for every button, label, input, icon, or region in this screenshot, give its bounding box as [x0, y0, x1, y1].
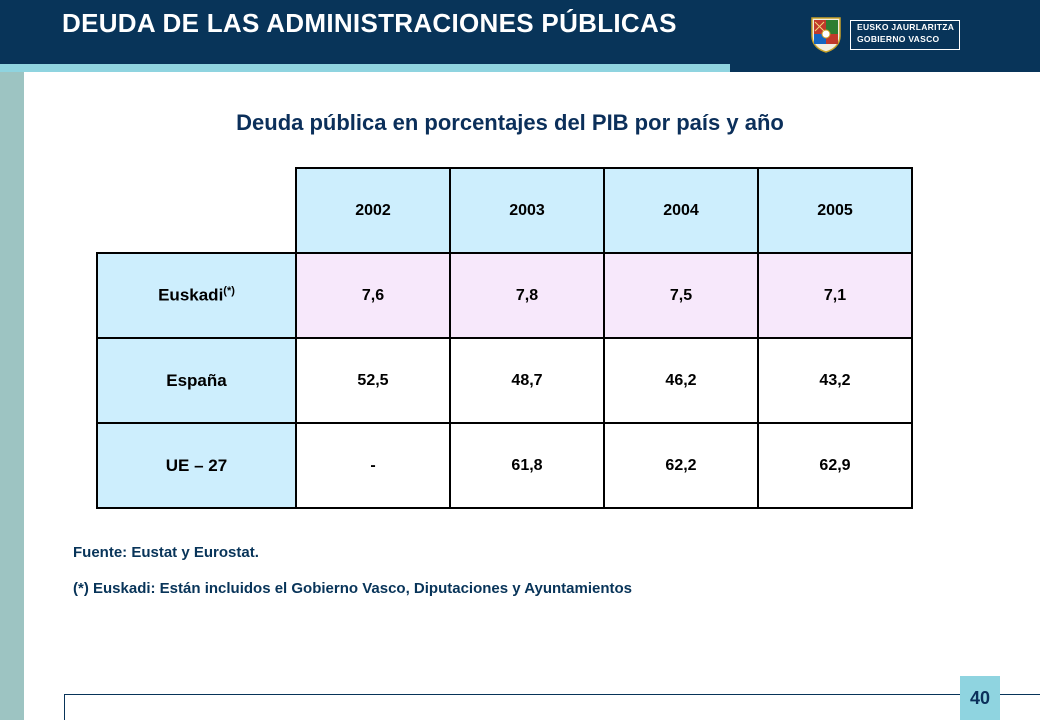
header-accent-stripe — [0, 64, 730, 72]
table-cell: - — [295, 422, 451, 509]
table-cell: 52,5 — [295, 337, 451, 424]
coat-of-arms-icon — [811, 17, 841, 53]
empty-corner-cell — [97, 168, 296, 253]
left-side-bar — [0, 72, 24, 720]
footnote-text: (*) Euskadi: Están incluidos el Gobierno… — [73, 580, 633, 597]
footer-divider-tick — [64, 694, 65, 720]
logo-text-box: EUSKO JAURLARITZA GOBIERNO VASCO — [850, 20, 960, 50]
row-label-text: Euskadi — [158, 285, 224, 305]
table-cell: 7,8 — [449, 252, 605, 339]
header-bar — [0, 0, 1040, 64]
debt-table: 2002 2003 2004 2005 Euskadi(*) 7,6 7,8 7… — [96, 167, 913, 509]
year-header-cell: 2003 — [449, 167, 605, 254]
table-title: Deuda pública en porcentajes del PIB por… — [236, 110, 784, 135]
row-label-espana: España — [96, 337, 297, 424]
year-header-cell: 2005 — [757, 167, 913, 254]
table-cell: 46,2 — [603, 337, 759, 424]
table-row: España 52,5 48,7 46,2 43,2 — [96, 337, 913, 424]
footer-divider — [64, 694, 1040, 695]
year-header-cell: 2002 — [295, 167, 451, 254]
table-cell: 7,5 — [603, 252, 759, 339]
logo-text-spanish: GOBIERNO VASCO — [857, 34, 940, 44]
table-row: Euskadi(*) 7,6 7,8 7,5 7,1 — [96, 252, 913, 339]
page-number: 40 — [960, 676, 1000, 720]
table-cell: 48,7 — [449, 337, 605, 424]
table-cell: 43,2 — [757, 337, 913, 424]
row-label-ue27: UE – 27 — [96, 422, 297, 509]
table-cell: 7,1 — [757, 252, 913, 339]
gobierno-vasco-logo: EUSKO JAURLARITZA GOBIERNO VASCO — [806, 14, 960, 53]
source-note: Fuente: Eustat y Eurostat. — [73, 544, 259, 561]
table-cell: 62,2 — [603, 422, 759, 509]
table-cell: 61,8 — [449, 422, 605, 509]
row-label-euskadi: Euskadi(*) — [96, 252, 297, 339]
table-cell: 7,6 — [295, 252, 451, 339]
year-header-cell: 2004 — [603, 167, 759, 254]
logo-text-basque: EUSKO JAURLARITZA — [857, 22, 955, 32]
table-row: UE – 27 - 61,8 62,2 62,9 — [96, 422, 913, 509]
header-accent-stripe-dark — [730, 64, 1040, 72]
page-title: DEUDA DE LAS ADMINISTRACIONES PÚBLICAS — [62, 8, 677, 38]
table-cell: 62,9 — [757, 422, 913, 509]
footnote-marker: (*) — [223, 285, 235, 298]
table-header-row: 2002 2003 2004 2005 — [97, 167, 913, 254]
